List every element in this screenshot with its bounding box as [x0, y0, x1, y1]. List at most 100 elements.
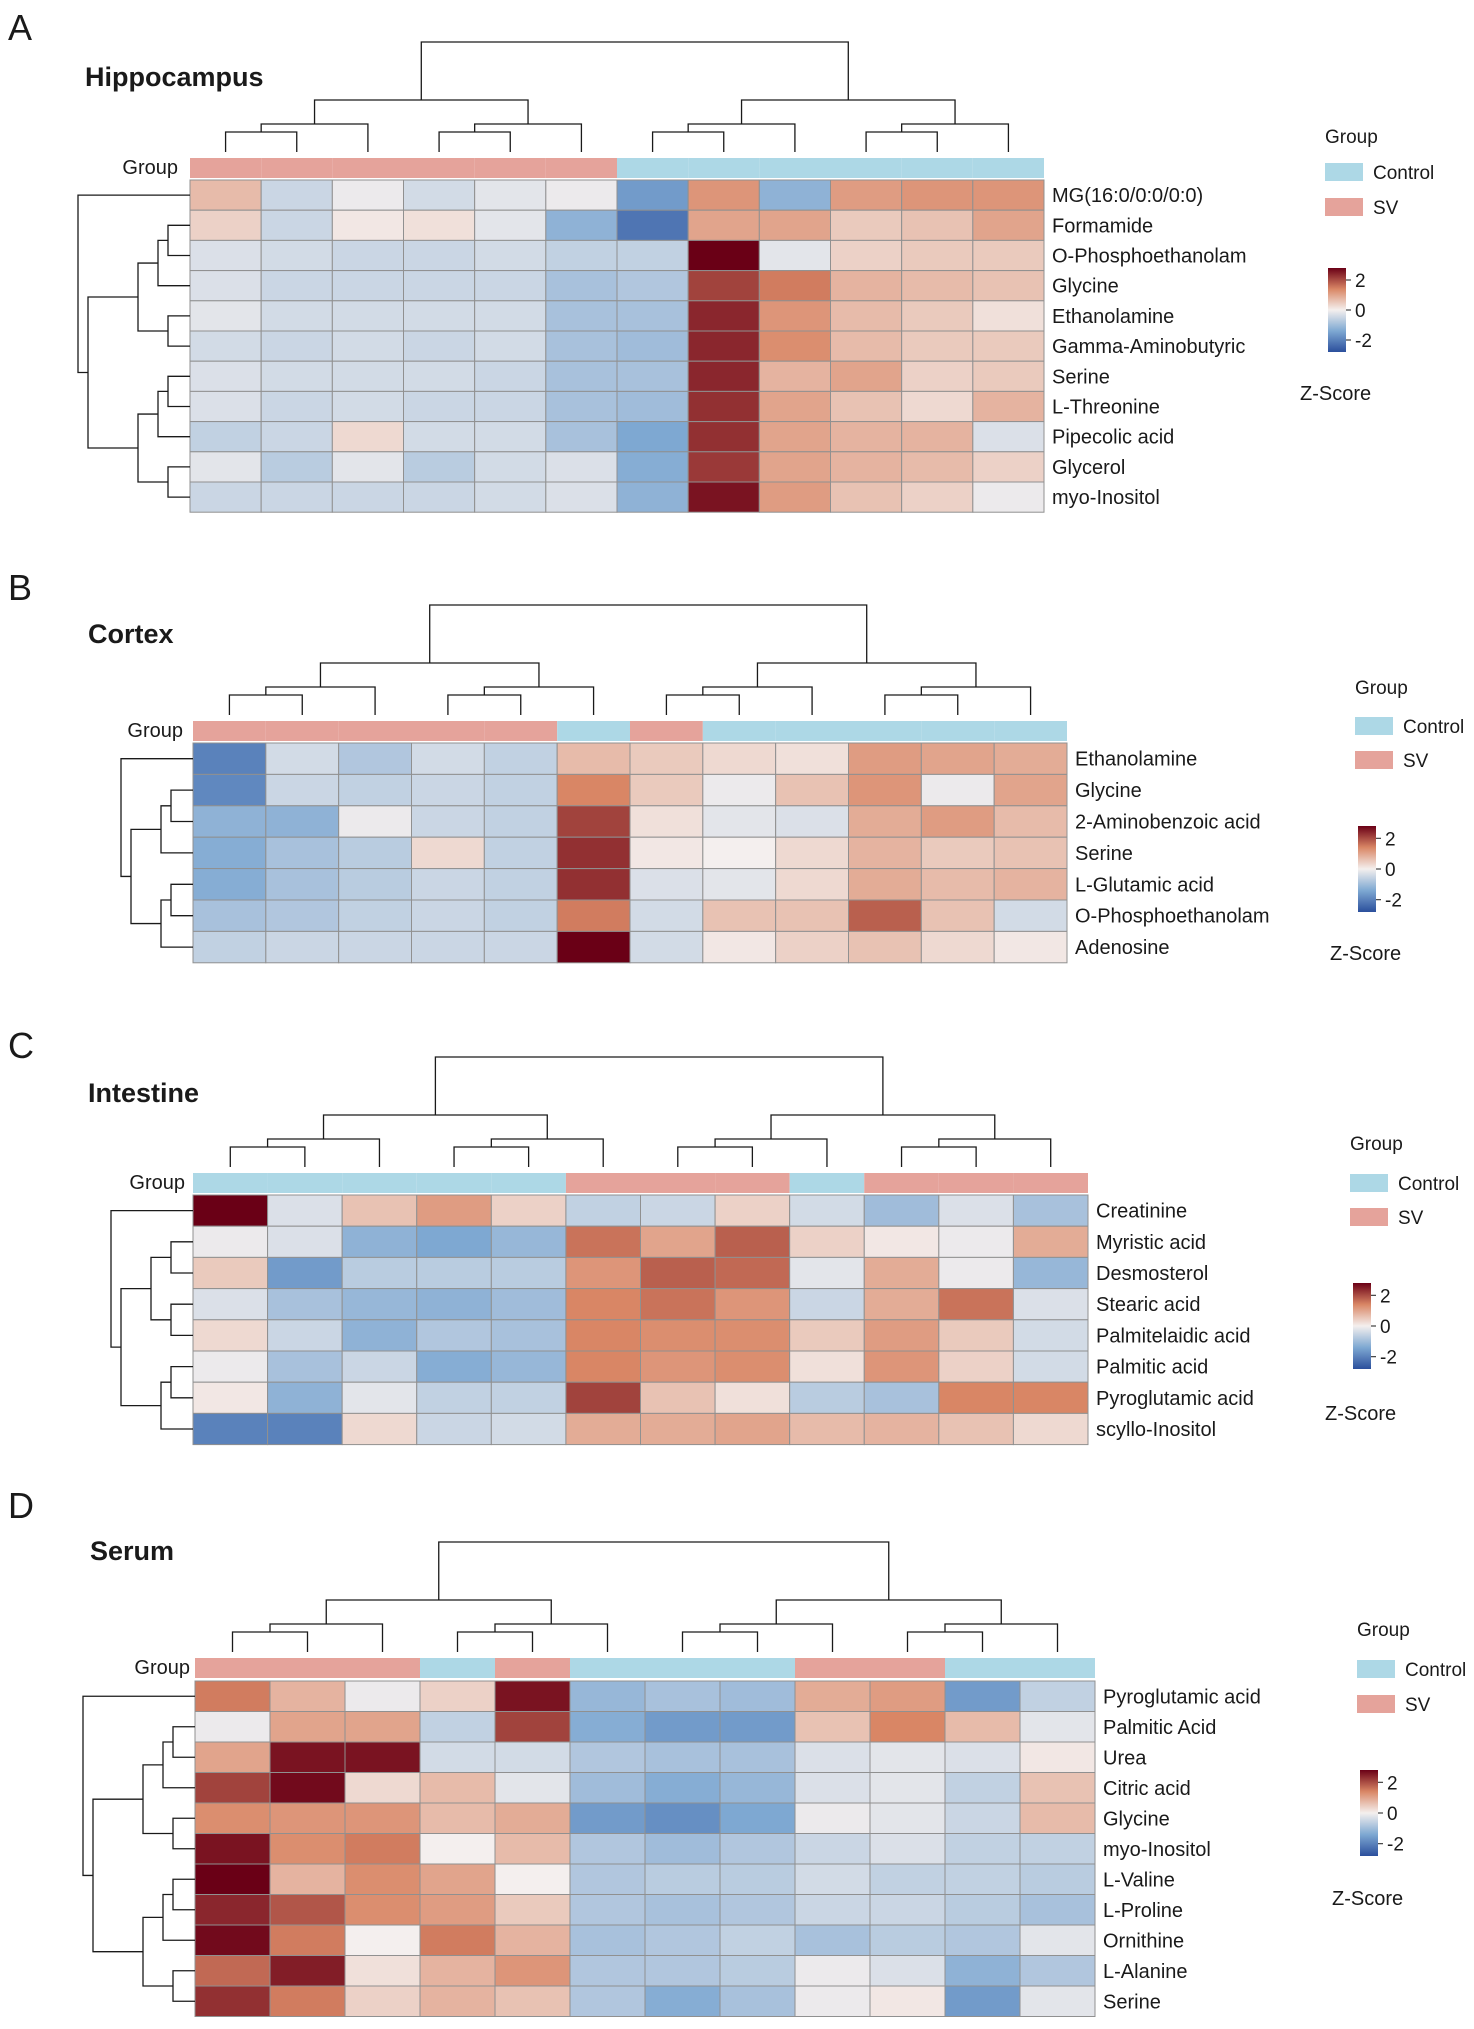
heatmap-cell [419, 1833, 496, 1865]
heatmap-cell [616, 330, 689, 362]
dendrogram-branch [172, 1878, 195, 1911]
heatmap-cell [192, 836, 267, 870]
heatmap-cell [260, 270, 333, 302]
heatmap-cell [869, 1833, 946, 1865]
colorbar-tick-label: 0 [1387, 1804, 1398, 1825]
heatmap-cell [189, 390, 262, 423]
heatmap-cell [260, 300, 333, 332]
dendrogram-branch [474, 123, 583, 152]
heatmap-cell [269, 1833, 346, 1865]
heatmap-cell [269, 1741, 346, 1773]
heatmap-cell [556, 930, 631, 964]
dendrogram-branch [130, 828, 161, 925]
heatmap-cell [616, 360, 689, 392]
row-dendrogram [77, 194, 190, 498]
heatmap-cell [1012, 1319, 1089, 1352]
heatmap-cell [1012, 1194, 1089, 1227]
heatmap-cell [794, 1924, 871, 1956]
heatmap-cell [719, 1894, 796, 1926]
heatmap-cell [794, 1711, 871, 1743]
dendrogram-branch [77, 194, 190, 374]
legend-label-control: Control [1398, 1174, 1459, 1195]
heatmap-cell [416, 1194, 492, 1227]
legend-label-sv: SV [1405, 1695, 1431, 1716]
panel-letter: C [8, 1025, 34, 1066]
heatmap-cell [687, 421, 760, 453]
heatmap-cell [993, 773, 1068, 807]
heatmap-cell [920, 899, 995, 932]
heatmap-cell [1019, 1711, 1096, 1743]
heatmap-cell [416, 1256, 492, 1290]
heatmap-cell [269, 1863, 346, 1895]
heatmap-cell [901, 209, 974, 241]
heatmap-cell [411, 836, 485, 870]
dendrogram-branch [92, 1798, 143, 1953]
heatmap-cell [775, 805, 850, 838]
dendrogram-branch [224, 131, 298, 152]
heatmap-cell [338, 773, 412, 807]
heatmap-cell [194, 1741, 271, 1773]
dendrogram-branch [170, 883, 193, 917]
heatmap-cell [775, 899, 850, 932]
heatmap-cell [972, 330, 1045, 362]
heatmap-cell [411, 805, 485, 838]
dendrogram-branch [687, 123, 796, 152]
legend-title: Group [1350, 1134, 1403, 1155]
dendrogram-branch [162, 1893, 195, 1941]
row-label: Glycine [1103, 1808, 1170, 1830]
heatmap-cell [494, 1772, 571, 1804]
zscore-colorbar [1358, 826, 1376, 912]
heatmap-cell [269, 1711, 346, 1743]
heatmap-cell [702, 805, 777, 838]
heatmap-cell [993, 805, 1068, 838]
dendrogram-branch [665, 694, 740, 715]
heatmap-cell [758, 270, 831, 302]
dendrogram-branch [260, 123, 369, 152]
heatmap-cell [944, 1772, 1021, 1804]
group-cell-control [342, 1173, 417, 1193]
dendrogram-branch [322, 1114, 548, 1139]
heatmap-cell [338, 836, 412, 870]
heatmap-cell [719, 1772, 796, 1804]
zscore-colorbar [1353, 1283, 1371, 1369]
heatmap-cell [483, 899, 558, 932]
heatmap-cell [789, 1350, 865, 1383]
dendrogram-branch [157, 239, 190, 287]
heatmap-cell [830, 239, 903, 272]
heatmap-cell [972, 451, 1045, 483]
heatmap-cell [794, 1985, 871, 2017]
heatmap-cell [972, 209, 1045, 241]
heatmap-cell [194, 1924, 271, 1956]
group-bar-label: Group [127, 720, 183, 742]
heatmap-cell [419, 1680, 496, 1712]
heatmap-cell [192, 773, 267, 807]
dendrogram-branch [319, 662, 540, 687]
heatmap-cell [719, 1711, 796, 1743]
heatmap-cell [344, 1955, 421, 1987]
heatmap-cell [403, 239, 476, 272]
dendrogram-branch [483, 686, 595, 715]
heatmap-cell [794, 1863, 871, 1895]
heatmap-cell [194, 1772, 271, 1804]
heatmap-cell [556, 899, 631, 932]
heatmap-cell [640, 1412, 716, 1446]
heatmap-cell [192, 1350, 269, 1383]
dendrogram-branch [167, 466, 190, 498]
heatmap-cell [494, 1802, 571, 1834]
heatmap-cell [419, 1955, 496, 1987]
heatmap-cell [644, 1924, 721, 1956]
row-label: scyllo-Inositol [1096, 1419, 1216, 1441]
heatmap [194, 1680, 1096, 2017]
colorbar-tick-label: 2 [1387, 1773, 1398, 1794]
heatmap-cell [189, 451, 262, 483]
heatmap-cell [490, 1256, 567, 1290]
heatmap-cell [869, 1863, 946, 1895]
row-label: Palmitelaidic acid [1096, 1325, 1251, 1347]
heatmap-cell [344, 1711, 421, 1743]
group-cell-sv [870, 1658, 945, 1678]
dendrogram-branch [775, 1599, 1002, 1624]
heatmap-cell [687, 481, 760, 513]
heatmap-cell [331, 421, 405, 453]
heatmap-cell [687, 390, 760, 423]
heatmap-cell [920, 930, 995, 964]
